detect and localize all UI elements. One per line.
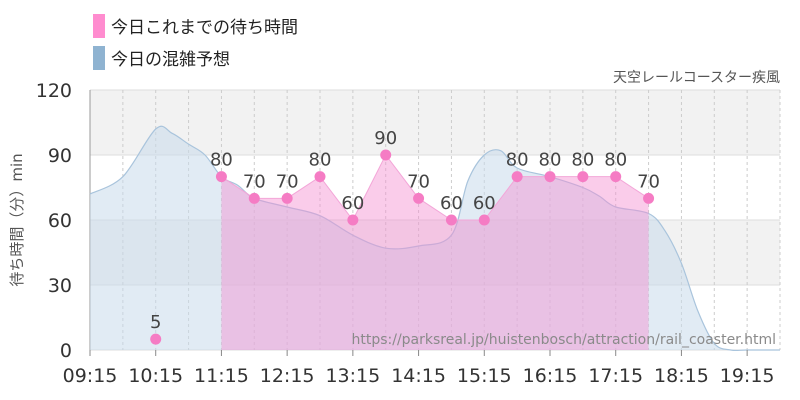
waittime-point [544,171,556,183]
legend: 今日これまでの待ち時間 今日の混雑予想 [93,14,298,70]
waittime-point [413,192,425,204]
areas [89,125,780,352]
legend-swatch-forecast [93,46,105,70]
waittime-point [445,214,457,226]
x-tick-label: 13:15 [325,365,380,387]
waittime-data-label: 80 [506,150,529,171]
waittime-point [577,171,589,183]
waittime-data-label: 80 [604,150,627,171]
y-tick-label: 90 [48,145,72,167]
waittime-point [643,192,655,204]
watermark-url: https://parksreal.jp/huistenbosch/attrac… [351,332,776,348]
y-tick-label: 30 [48,275,72,297]
waittime-data-label: 80 [210,150,233,171]
legend-label-waittime: 今日これまでの待ち時間 [111,18,298,38]
waittime-data-label: 60 [473,193,496,214]
y-axis-label: 待ち時間（分）min [8,153,26,286]
waittime-point [281,192,293,204]
plot-band [90,90,780,155]
x-tick-label: 18:15 [654,365,709,387]
waittime-data-label: 60 [341,193,364,214]
waittime-point [150,333,162,345]
waittime-point [215,171,227,183]
waittime-data-label: 70 [243,171,266,192]
waittime-point [478,214,490,226]
x-tick-label: 09:15 [63,365,118,387]
waittime-point [380,149,392,161]
data-labels: 5 80 70 70 80 60 90 70 60 60 80 80 80 80 70 [150,128,660,333]
x-ticks: 09:15 10:15 11:15 12:15 13:15 14:15 15:15 16:15… [63,350,775,387]
waittime-data-label: 70 [407,171,430,192]
x-tick-label: 16:15 [523,365,578,387]
waittime-data-label: 80 [539,150,562,171]
waittime-data-label: 80 [309,150,332,171]
x-tick-label: 11:15 [194,365,249,387]
y-tick-label: 120 [36,80,72,102]
waittime-data-label: 60 [440,193,463,214]
waittime-data-label: 80 [571,150,594,171]
y-tick-label: 60 [48,210,72,232]
waittime-data-label: 70 [637,171,660,192]
waittime-point [314,171,326,183]
waittime-area [221,155,649,350]
data-points [150,149,655,345]
waittime-point [610,171,622,183]
waittime-point [248,192,260,204]
y-ticks: 0 30 60 90 120 [36,80,72,362]
waittime-point [347,214,359,226]
chart-subtitle: 天空レールコースター疾風 [613,70,780,86]
waittime-data-label: 70 [276,171,299,192]
waittime-point [511,171,523,183]
x-tick-label: 15:15 [457,365,512,387]
x-tick-label: 14:15 [391,365,446,387]
x-tick-label: 10:15 [128,365,183,387]
x-tick-label: 17:15 [588,365,643,387]
forecast-area [90,126,780,351]
forecast-line [89,125,780,352]
x-tick-label: 12:15 [260,365,315,387]
waittime-data-label: 90 [374,128,397,149]
legend-swatch-waittime [93,14,105,38]
waittime-data-label: 5 [150,312,161,333]
y-tick-label: 0 [60,340,72,362]
x-tick-label: 19:15 [720,365,775,387]
legend-label-forecast: 今日の混雑予想 [111,50,230,70]
